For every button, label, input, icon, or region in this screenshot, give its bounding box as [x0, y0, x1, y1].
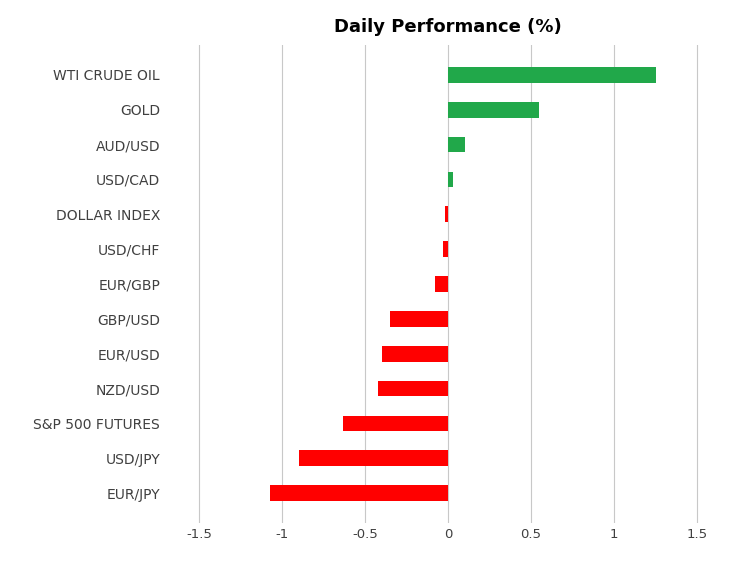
Bar — [448, 137, 465, 152]
Bar — [448, 102, 539, 118]
Bar — [443, 241, 448, 257]
Bar — [448, 172, 453, 187]
Title: Daily Performance (%): Daily Performance (%) — [334, 18, 562, 36]
Bar — [298, 450, 448, 466]
Bar — [343, 416, 448, 431]
Bar — [448, 67, 656, 83]
Bar — [378, 381, 448, 396]
Bar — [390, 311, 448, 327]
Bar — [382, 346, 448, 361]
Bar — [445, 207, 448, 222]
Bar — [270, 485, 448, 501]
Bar — [434, 276, 448, 292]
